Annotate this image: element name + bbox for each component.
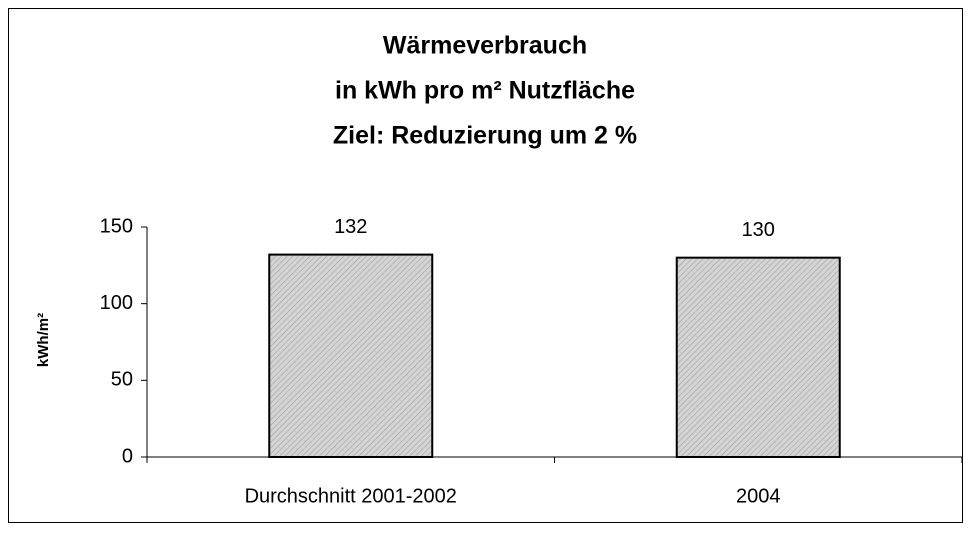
data-label: 132 — [334, 216, 367, 238]
chart-border — [8, 8, 963, 523]
y-tick-label: 50 — [111, 369, 133, 391]
bar — [675, 256, 841, 458]
chart-title: Ziel: Reduzierung um 2 % — [333, 122, 637, 150]
bar — [268, 253, 434, 458]
y-tick-label: 100 — [100, 292, 133, 314]
x-tick-label: Durchschnitt 2001-2002 — [245, 485, 457, 507]
y-tick-label: 150 — [100, 215, 133, 237]
data-label: 130 — [742, 219, 775, 241]
y-axis-label: kWh/m² — [35, 313, 52, 367]
chart-title: in kWh pro m² Nutzfläche — [335, 77, 635, 105]
y-tick-label: 0 — [122, 445, 133, 467]
chart-title: Wärmeverbrauch — [383, 32, 587, 60]
x-tick-label: 2004 — [736, 485, 781, 507]
